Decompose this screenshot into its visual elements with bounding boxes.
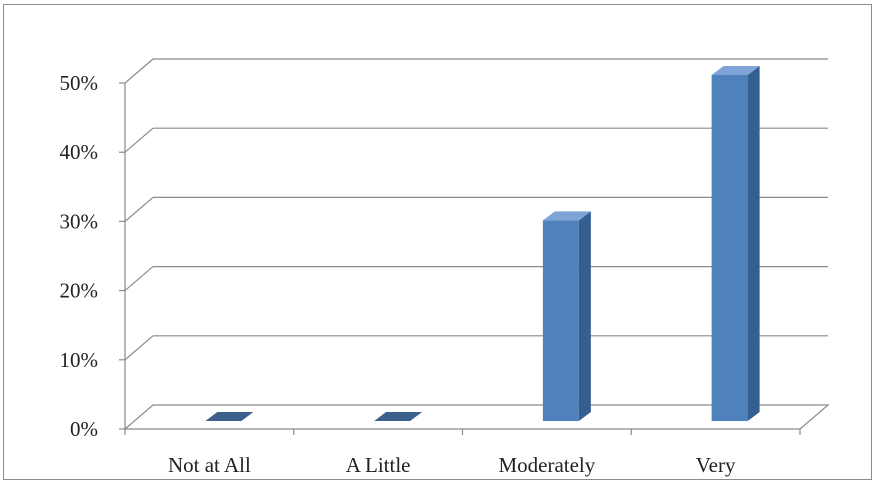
bar-top bbox=[542, 211, 591, 221]
y-tick-label: 10% bbox=[60, 348, 99, 372]
y-axis-tick-labels: 0% 10% 20% 30% 40% 50% bbox=[60, 71, 99, 441]
bar-side bbox=[578, 211, 591, 421]
bar-top bbox=[711, 66, 760, 75]
bar bbox=[542, 211, 591, 421]
bar bbox=[205, 412, 254, 422]
gridline-side bbox=[124, 266, 154, 292]
bar bbox=[711, 66, 760, 421]
y-tick-label: 50% bbox=[60, 71, 99, 95]
y-tick-label: 40% bbox=[60, 140, 99, 164]
gridline-side bbox=[124, 58, 154, 84]
x-axis-category-labels: Not at All A Little Moderately Very bbox=[168, 453, 736, 477]
gridline-side bbox=[124, 335, 154, 361]
y-tick-label: 20% bbox=[60, 279, 99, 303]
bar-top bbox=[374, 412, 423, 421]
bar-front bbox=[542, 220, 579, 421]
bar-side bbox=[747, 66, 760, 421]
bar bbox=[374, 412, 423, 422]
x-category-label: Not at All bbox=[168, 453, 251, 477]
x-category-label: Very bbox=[696, 453, 736, 477]
gridline-side bbox=[124, 196, 154, 222]
x-category-label: Moderately bbox=[498, 453, 595, 477]
y-tick-label: 0% bbox=[70, 417, 98, 441]
bars-layer bbox=[205, 66, 760, 422]
gridline-side bbox=[124, 127, 154, 153]
x-category-label: A Little bbox=[346, 453, 411, 477]
bar-front bbox=[711, 75, 748, 421]
bar-top bbox=[205, 412, 254, 421]
y-tick-label: 30% bbox=[60, 209, 99, 233]
chart-floor bbox=[124, 404, 830, 430]
